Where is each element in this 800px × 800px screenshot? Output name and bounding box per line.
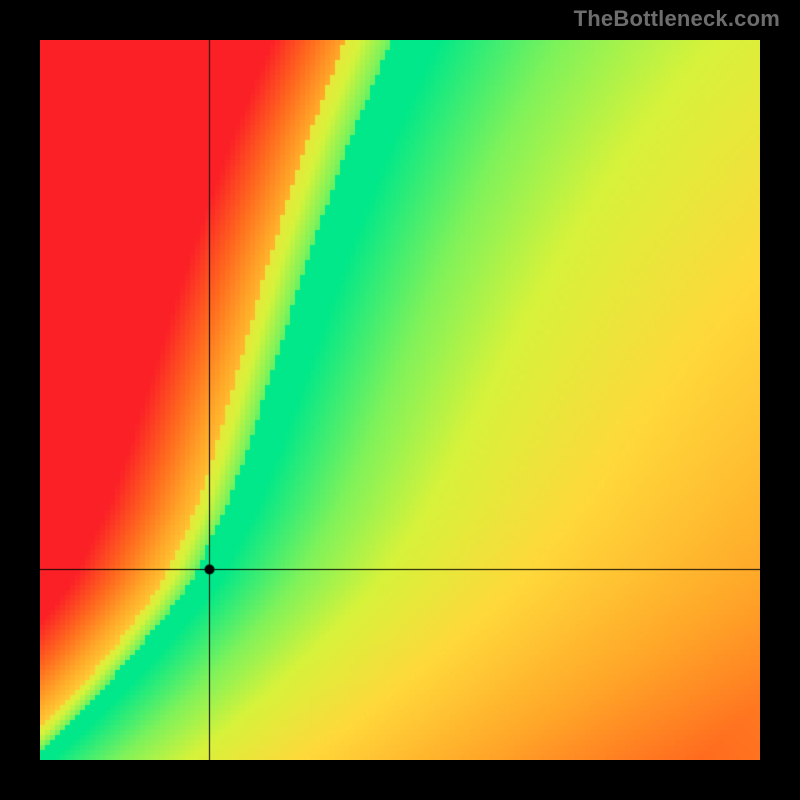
figure-root: TheBottleneck.com <box>0 0 800 800</box>
bottleneck-heatmap <box>40 40 760 760</box>
plot-area <box>40 40 760 760</box>
watermark-text: TheBottleneck.com <box>574 6 780 32</box>
